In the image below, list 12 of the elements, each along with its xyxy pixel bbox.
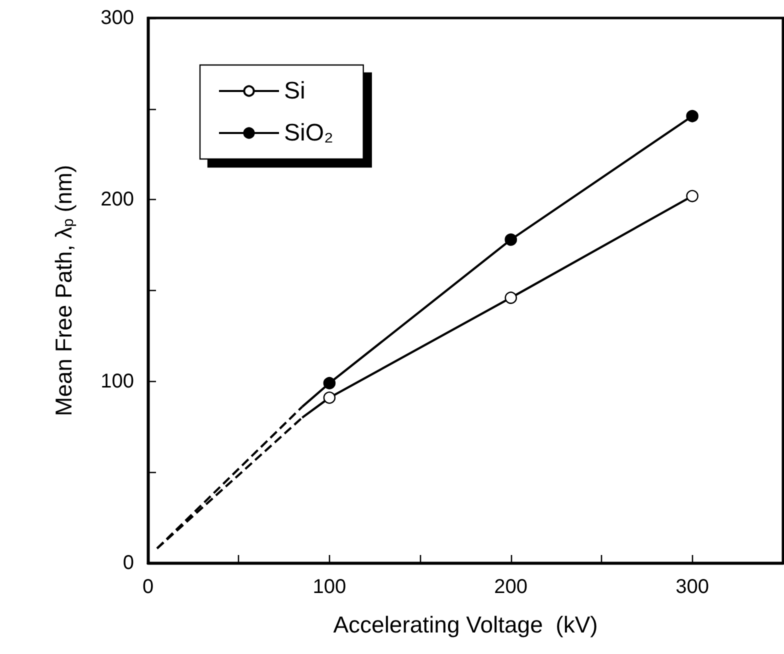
- x-tick-label: 300: [676, 576, 709, 598]
- y-tick-label: 300: [100, 7, 134, 29]
- x-tick-label: 0: [142, 576, 154, 598]
- x-tick-label: 100: [312, 576, 346, 598]
- x-tick-label: 200: [494, 576, 528, 598]
- y-tick-label: 200: [100, 188, 134, 211]
- y-tick-label: 100: [100, 370, 134, 392]
- x-axis-title: Accelerating Voltage (kV): [333, 612, 598, 638]
- y-tick-label: 0: [122, 552, 134, 574]
- legend-label: Si: [284, 78, 306, 104]
- y-axis-title: Mean Free Path, λp (nm): [50, 164, 77, 416]
- legend-label: SiO₂: [284, 120, 334, 146]
